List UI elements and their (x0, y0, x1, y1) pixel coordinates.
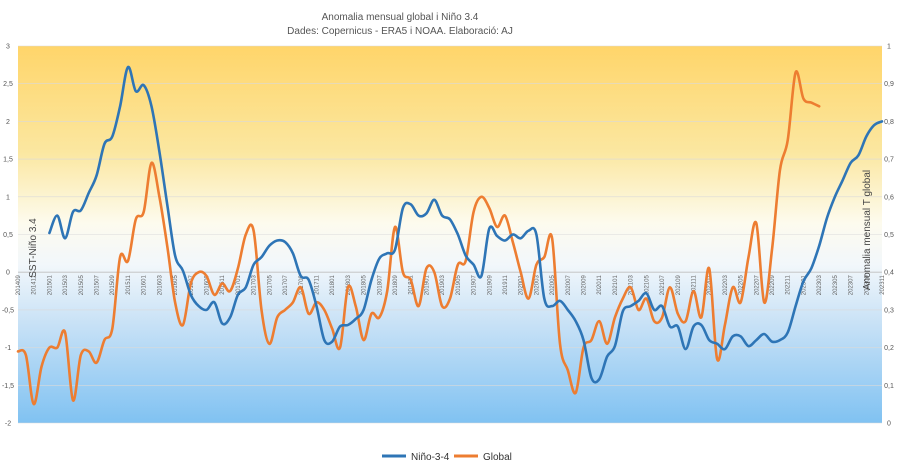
x-tick-label: 201801 (330, 275, 336, 296)
x-tick-label: 202111 (691, 275, 697, 295)
x-tick-label: 202209 (770, 275, 776, 296)
x-tick-label: 201703 (252, 275, 258, 296)
x-tick-label: 201807 (377, 275, 383, 296)
y-right-tick-label: 0,8 (884, 119, 894, 126)
legend-label-global: Global (483, 452, 512, 463)
x-tick-label: 201509 (110, 275, 116, 296)
y-right-tick-label: 0,3 (884, 307, 894, 314)
y-left-tick-label: -2 (5, 421, 11, 428)
x-tick-label: 201705 (267, 275, 273, 296)
x-tick-label: 202301 (801, 275, 807, 296)
y-axis-left-title: SST-Niño 3.4 (28, 218, 39, 278)
y-right-tick-label: 0 (887, 421, 891, 428)
x-tick-label: 202009 (582, 275, 588, 296)
y-left-tick-label: 3 (6, 44, 10, 51)
x-tick-label: 202003 (534, 275, 540, 296)
x-tick-label: 201505 (79, 275, 85, 296)
x-tick-label: 201809 (393, 275, 399, 296)
x-tick-label: 201511 (126, 275, 132, 295)
x-tick-label: 202309 (864, 275, 870, 296)
x-tick-label: 201911 (503, 275, 509, 295)
x-tick-label: 202303 (817, 275, 823, 296)
x-tick-label: 201701 (236, 275, 242, 296)
x-tick-label: 202105 (644, 275, 650, 296)
y-left-tick-label: 2,5 (3, 81, 13, 88)
x-tick-label: 202011 (597, 275, 603, 295)
y-axis-right-title: Anomalia mensual T global (862, 170, 873, 290)
y-left-tick-label: 1,5 (3, 157, 13, 164)
x-tick-label: 202205 (739, 275, 745, 296)
x-tick-label: 201903 (440, 275, 446, 296)
x-tick-label: 201507 (95, 275, 101, 296)
y-left-tick-label: -1 (5, 345, 11, 352)
x-tick-label: 202001 (519, 275, 525, 296)
x-tick-label: 201711 (314, 275, 320, 295)
x-tick-label: 201501 (47, 275, 53, 296)
x-tick-label: 201605 (173, 275, 179, 296)
gridlines (18, 45, 882, 424)
legend-label-nino: Niño-3-4 (411, 452, 450, 463)
x-tick-label: 201707 (283, 275, 289, 296)
legend[interactable]: Niño-3-4 Global (382, 452, 512, 463)
y-right-tick-label: 0,9 (884, 81, 894, 88)
y-right-tick-label: 1 (887, 44, 891, 51)
series-line-nino34 (48, 65, 884, 384)
x-tick-label: 202101 (613, 275, 619, 296)
y-left-tick-label: -0,5 (2, 307, 14, 314)
x-tick-label: 201901 (424, 275, 430, 296)
x-tick-label: 202103 (629, 275, 635, 296)
x-tick-label: 201905 (456, 275, 462, 296)
y-left-tick-label: 0,5 (3, 232, 13, 239)
chart-subtitle: Dades: Copernicus - ERA5 i NOAA. Elabora… (287, 26, 513, 37)
y-left-tick-label: -1,5 (2, 383, 14, 390)
x-tick-label: 202107 (660, 275, 666, 296)
y-right-tick-label: 0,1 (884, 383, 894, 390)
chart-title: Anomalia mensual global i Niño 3.4 (322, 12, 479, 23)
x-tick-label: 201503 (63, 275, 69, 296)
y-axis-right-ticks: 1 0,9 0,8 0,7 0,6 0,5 0,4 0,3 0,2 0,1 0 (884, 44, 894, 428)
y-right-tick-label: 0,5 (884, 232, 894, 239)
y-right-tick-label: 0,4 (884, 270, 894, 277)
x-tick-label: 201709 (299, 275, 305, 296)
x-tick-label: 201609 (205, 275, 211, 296)
x-tick-label: 201603 (157, 275, 163, 296)
x-tick-label: 201909 (487, 275, 493, 296)
x-tick-label: 202005 (550, 275, 556, 296)
series-line-global (16, 70, 821, 406)
x-tick-label: 201607 (189, 275, 195, 296)
y-axis-left-ticks: 3 2,5 2 1,5 1 0,5 0 -0,5 -1 -1,5 -2 (2, 44, 14, 428)
x-tick-label: 202109 (676, 275, 682, 296)
y-right-tick-label: 0,6 (884, 194, 894, 201)
x-tick-label: 202305 (833, 275, 839, 296)
x-tick-label: 201805 (362, 275, 368, 296)
y-left-tick-label: 2 (6, 119, 10, 126)
x-tick-label: 201409 (16, 275, 22, 296)
y-right-tick-label: 0,7 (884, 157, 894, 164)
x-tick-label: 202207 (754, 275, 760, 296)
x-tick-label: 202007 (566, 275, 572, 296)
x-tick-label: 201601 (142, 275, 148, 296)
y-right-tick-label: 0,2 (884, 345, 894, 352)
x-tick-label: 201411 (32, 275, 38, 295)
x-tick-label: 202203 (723, 275, 729, 296)
x-tick-label: 202307 (849, 275, 855, 296)
y-left-tick-label: 1 (6, 194, 10, 201)
series-layer (16, 65, 884, 406)
y-left-tick-label: 0 (6, 270, 10, 277)
x-tick-label: 201907 (472, 275, 478, 296)
x-tick-label: 202311 (880, 275, 886, 295)
x-tick-label: 202211 (786, 275, 792, 295)
